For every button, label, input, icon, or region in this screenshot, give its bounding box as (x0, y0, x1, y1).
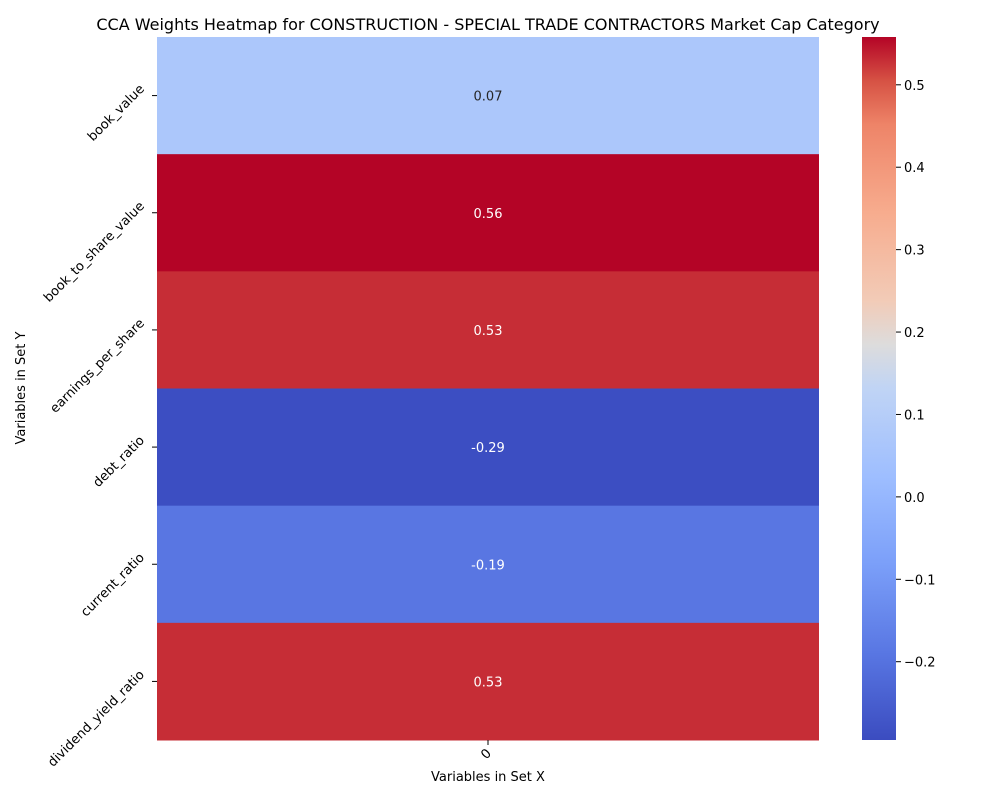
heatmap-cell (157, 154, 819, 272)
colorbar-ticks: 0.5 0.4 0.3 0.2 0.1 0.0 −0.1 −0.2 (896, 79, 936, 671)
y-axis-label: Variables in Set Y (14, 331, 29, 444)
colorbar-tick-label: 0.3 (904, 244, 925, 259)
colorbar-tick-label: −0.1 (904, 573, 936, 588)
y-tick-label: debt_ratio (90, 433, 147, 490)
y-tick-label: book_to_share_value (41, 199, 148, 306)
y-tick-label: book_value (85, 82, 148, 145)
colorbar (862, 37, 896, 740)
y-tick-label: earnings_per_share (48, 316, 148, 416)
chart-title: CCA Weights Heatmap for CONSTRUCTION - S… (96, 15, 879, 34)
colorbar-tick-label: 0.5 (904, 79, 925, 94)
cell-value-label: 0.07 (474, 90, 503, 105)
heatmap-cell (157, 271, 819, 389)
colorbar-tick-label: 0.4 (904, 161, 925, 176)
colorbar-tick-label: 0.0 (904, 491, 925, 506)
colorbar-tick-label: −0.2 (904, 656, 936, 671)
heatmap-cell (157, 37, 819, 155)
cell-value-label: 0.53 (474, 675, 503, 690)
cell-value-label: 0.53 (474, 324, 503, 339)
heatmap-cell (157, 622, 819, 741)
heatmap-cell (157, 505, 819, 624)
x-tick-label: 0 (478, 746, 494, 762)
cell-value-labels: 0.07 0.56 0.53 -0.29 -0.19 0.53 (471, 90, 505, 691)
y-tick-label: dividend_yield_ratio (45, 668, 148, 771)
x-axis-label: Variables in Set X (431, 770, 545, 785)
colorbar-tick-label: 0.1 (904, 408, 925, 423)
cell-value-label: 0.56 (474, 207, 503, 222)
cell-value-label: -0.29 (471, 441, 505, 456)
heatmap-cells (157, 37, 819, 741)
cell-value-label: -0.19 (471, 558, 505, 573)
x-axis-ticks: 0 (478, 740, 495, 763)
colorbar-tick-label: 0.2 (904, 326, 925, 341)
heatmap-cell (157, 388, 819, 507)
y-axis-ticks: book_value book_to_share_valueearnings_pe… (41, 82, 157, 770)
y-tick-label: current_ratio (78, 550, 148, 620)
